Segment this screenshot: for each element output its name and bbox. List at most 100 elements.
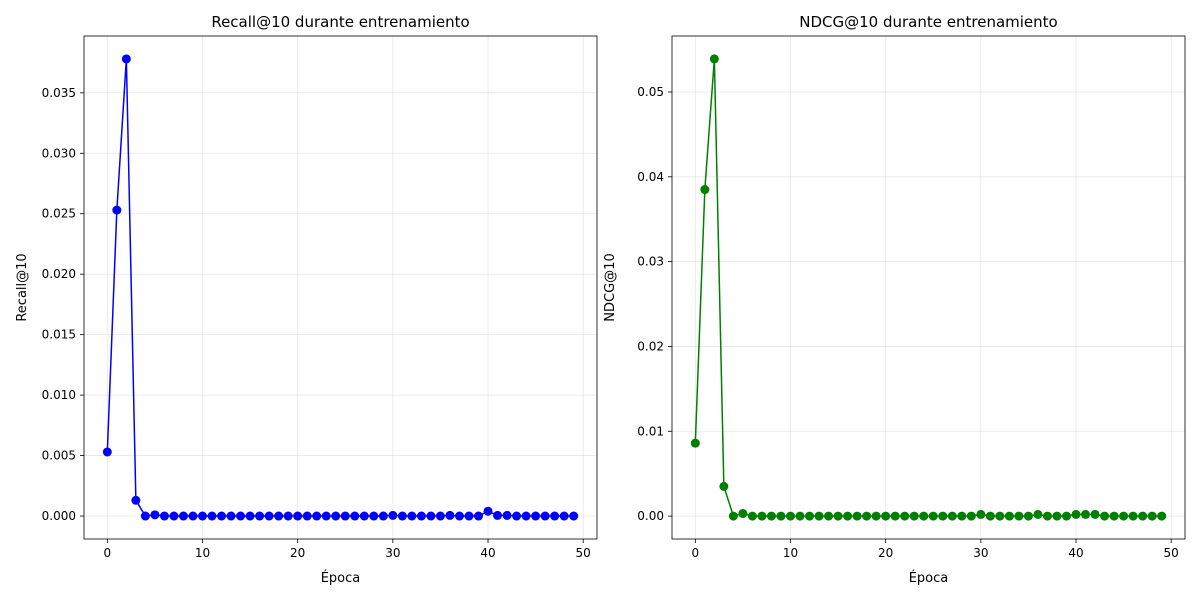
data-point: [795, 511, 805, 521]
data-point: [226, 511, 236, 521]
x-axis-label: Época: [321, 570, 361, 586]
chart-panel-2: 0 10 20 30 40 50 0.00 0.01 0.02 0.03 0.04 0.05 NDCG@…: [603, 13, 1186, 586]
x-tick-label: 40: [480, 546, 495, 560]
y-tick-label: 0.035: [42, 86, 76, 100]
data-point: [331, 511, 341, 521]
series-line: [694, 58, 1162, 518]
data-point: [1071, 509, 1081, 519]
data-point: [407, 511, 417, 521]
y-tick-label: 0.01: [637, 424, 664, 438]
y-tick-label: 0.00: [637, 509, 664, 523]
plot-frame: [83, 35, 598, 540]
x-tick-label: 30: [973, 546, 988, 560]
data-point: [881, 511, 891, 521]
data-point: [814, 511, 824, 521]
data-point: [738, 509, 748, 519]
data-point: [159, 511, 169, 521]
data-point: [1119, 511, 1129, 521]
y-tick-label: 0.000: [42, 509, 76, 523]
data-point: [502, 510, 512, 520]
data-point: [169, 511, 179, 521]
data-point: [521, 511, 531, 521]
data-point: [435, 511, 445, 521]
data-point: [217, 511, 227, 521]
data-point: [416, 511, 426, 521]
data-point: [1109, 511, 1119, 521]
data-point: [207, 511, 217, 521]
data-point: [255, 511, 265, 521]
chart-panel-1: 0 10 20 30 40 50 0.000 0.005 0.010 0.015 0.020 0.02…: [15, 13, 598, 586]
data-point: [540, 511, 550, 521]
x-tick-label: 50: [1164, 546, 1179, 560]
data-point: [976, 509, 986, 519]
x-tick-label: 10: [783, 546, 798, 560]
data-point: [890, 511, 900, 521]
x-tick-label: 40: [1068, 546, 1083, 560]
data-point: [928, 511, 938, 521]
data-point: [569, 511, 579, 521]
data-point: [283, 511, 293, 521]
x-tick-label: 20: [878, 546, 893, 560]
data-point: [871, 511, 881, 521]
data-point: [690, 438, 700, 448]
data-point: [302, 511, 312, 521]
data-point: [766, 511, 776, 521]
data-point: [293, 511, 303, 521]
data-point: [1138, 511, 1148, 521]
data-point: [1023, 511, 1033, 521]
data-point: [919, 511, 929, 521]
y-tick-label: 0.020: [42, 267, 76, 281]
data-point: [454, 511, 464, 521]
data-point: [1147, 511, 1157, 521]
data-point: [1042, 511, 1052, 521]
y-axis-label: Recall@10: [15, 253, 30, 321]
data-point: [312, 511, 322, 521]
x-tick-label: 50: [576, 546, 591, 560]
data-point: [350, 511, 360, 521]
data-point: [1004, 511, 1014, 521]
data-point: [862, 511, 872, 521]
data-point: [397, 511, 407, 521]
data-point: [728, 511, 738, 521]
data-point: [321, 511, 331, 521]
data-point: [1157, 511, 1167, 521]
data-point: [559, 511, 569, 521]
data-point: [445, 510, 455, 520]
data-point: [550, 511, 560, 521]
x-tick-label: 0: [103, 546, 111, 560]
data-point: [1052, 511, 1062, 521]
y-tick-label: 0.010: [42, 388, 76, 402]
data-point: [785, 511, 795, 521]
data-point: [512, 511, 522, 521]
data-point: [150, 510, 160, 520]
data-point: [236, 511, 246, 521]
data-point: [995, 511, 1005, 521]
data-point: [493, 510, 503, 520]
data-point: [852, 511, 862, 521]
data-point: [700, 185, 710, 195]
data-point: [1033, 509, 1043, 519]
y-tick-label: 0.005: [42, 449, 76, 463]
data-point: [121, 54, 131, 64]
chart-title: NDCG@10 durante entrenamiento: [799, 13, 1057, 31]
x-tick-label: 30: [385, 546, 400, 560]
data-point: [378, 511, 388, 521]
data-point: [1128, 511, 1138, 521]
x-tick-label: 20: [290, 546, 305, 560]
data-point: [274, 511, 284, 521]
data-point: [843, 511, 853, 521]
data-point: [140, 511, 150, 521]
data-point: [985, 511, 995, 521]
x-tick-label: 10: [195, 546, 210, 560]
data-point: [340, 511, 350, 521]
series-line: [106, 58, 574, 517]
data-point: [947, 511, 957, 521]
plot-frame: [671, 35, 1186, 540]
data-point: [245, 511, 255, 521]
data-point: [264, 511, 274, 521]
data-point: [369, 511, 379, 521]
data-point: [102, 447, 112, 457]
x-tick-label: 0: [691, 546, 699, 560]
y-tick-label: 0.02: [637, 339, 664, 353]
